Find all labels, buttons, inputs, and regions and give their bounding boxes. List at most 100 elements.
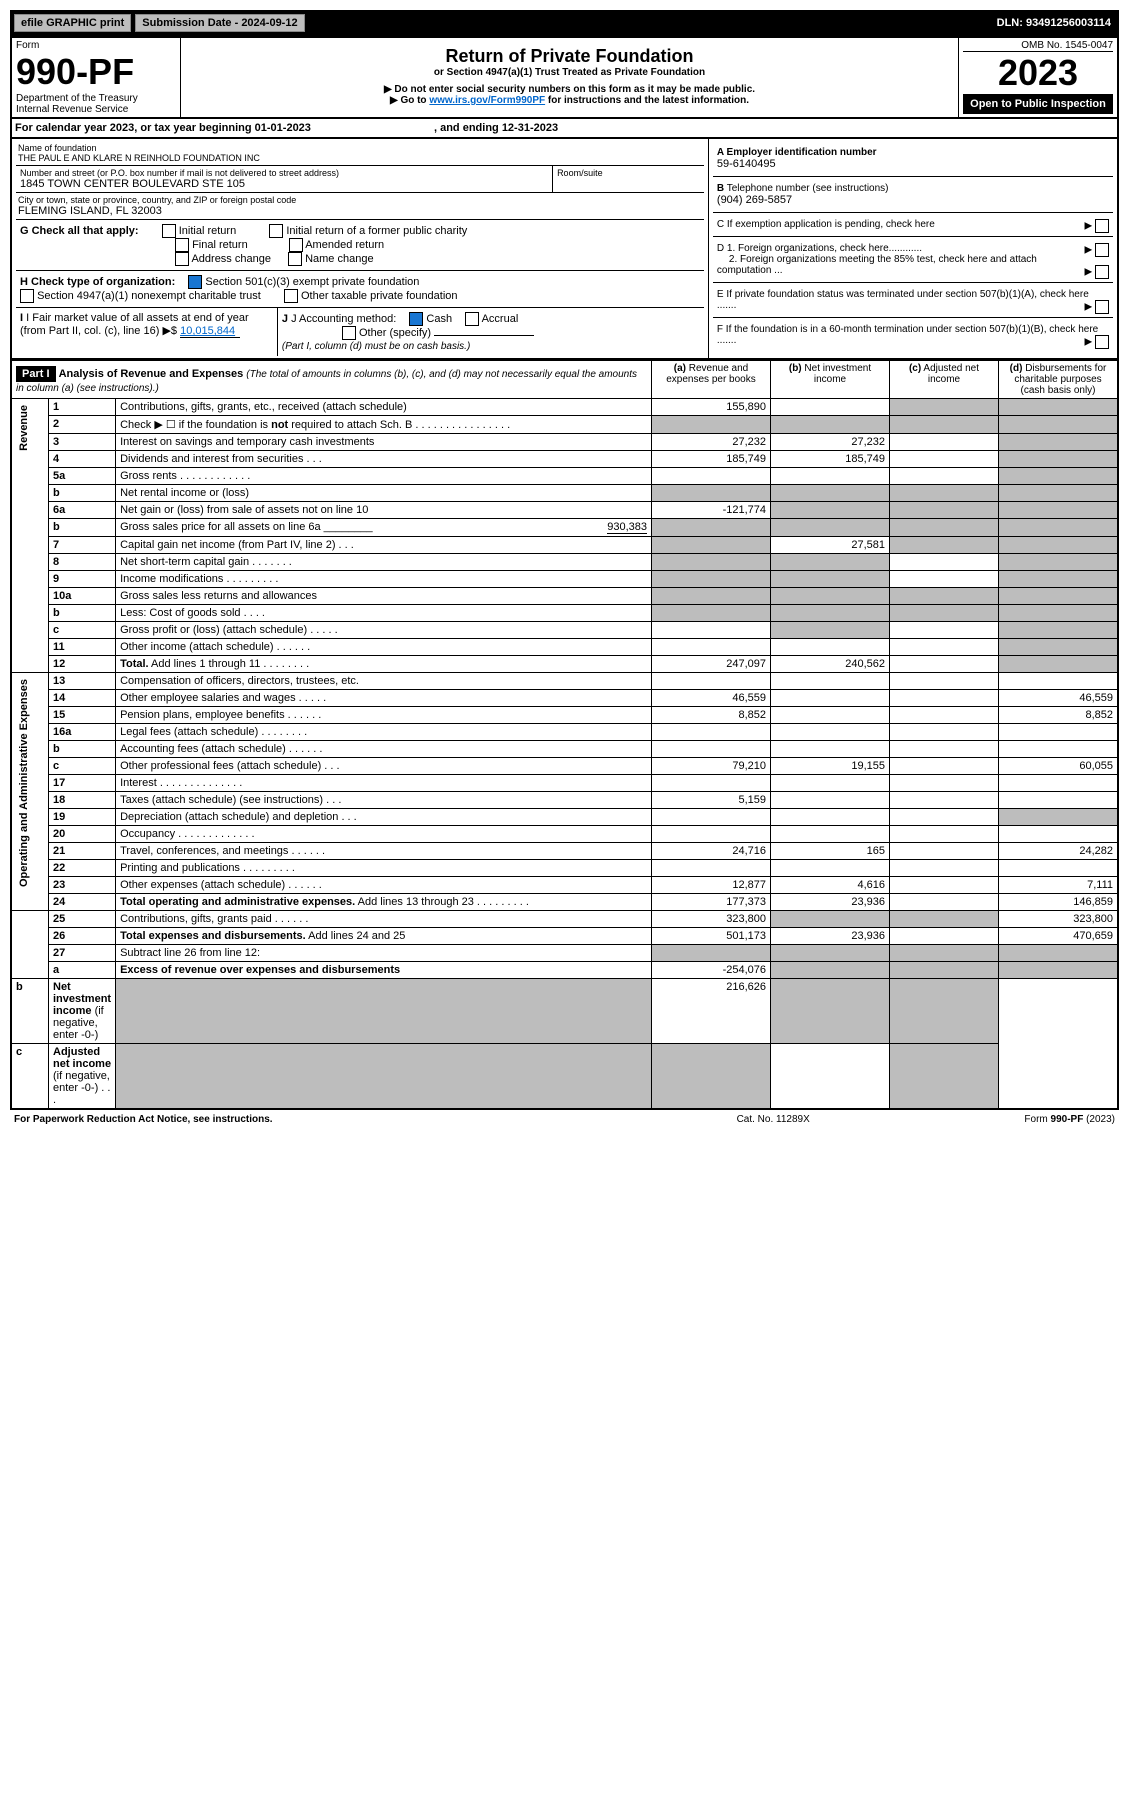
table-row: 18Taxes (attach schedule) (see instructi… [11,792,1118,809]
table-row: 4Dividends and interest from securities … [11,451,1118,468]
table-row: 5aGross rents . . . . . . . . . . . . [11,468,1118,485]
table-row: bAccounting fees (attach schedule) . . .… [11,741,1118,758]
c-check[interactable] [1095,219,1109,233]
d2-check[interactable] [1095,265,1109,279]
h-label: H Check type of organization: [20,276,175,288]
table-row: bNet rental income or (loss) [11,485,1118,502]
table-row: 20Occupancy . . . . . . . . . . . . . [11,826,1118,843]
j-cash-check[interactable] [409,312,423,326]
g-name-check[interactable] [288,252,302,266]
dept: Department of the Treasury [16,93,176,104]
table-row: 23Other expenses (attach schedule) . . .… [11,877,1118,894]
table-row: bGross sales price for all assets on lin… [11,519,1118,537]
h-other-check[interactable] [284,289,298,303]
table-row: 26Total expenses and disbursements. Add … [11,928,1118,945]
d2-label: 2. Foreign organizations meeting the 85%… [717,254,1037,276]
table-row: 2Check ▶ ☐ if the foundation is not requ… [11,416,1118,434]
table-row: cOther professional fees (attach schedul… [11,758,1118,775]
h-501c3-check[interactable] [188,275,202,289]
table-row: 8Net short-term capital gain . . . . . .… [11,554,1118,571]
phone-label: Telephone number (see instructions) [727,183,889,194]
table-row: 27Subtract line 26 from line 12: [11,945,1118,962]
table-row: 14Other employee salaries and wages . . … [11,690,1118,707]
tax-year: 2023 [963,52,1113,94]
ein: 59-6140495 [717,158,1109,170]
table-row: 3Interest on savings and temporary cash … [11,434,1118,451]
ein-label: A Employer identification number [717,147,1109,158]
form-number: 990-PF [16,51,176,93]
d1-check[interactable] [1095,243,1109,257]
table-row: 25Contributions, gifts, grants paid . . … [11,911,1118,928]
table-row: 22Printing and publications . . . . . . … [11,860,1118,877]
j-note: (Part I, column (d) must be on cash basi… [282,341,470,352]
table-row: 24Total operating and administrative exp… [11,894,1118,911]
note2: ▶ Go to www.irs.gov/Form990PF for instru… [185,95,954,106]
footer-right: Form 990-PF (2023) [874,1112,1119,1127]
f-label: F If the foundation is in a 60-month ter… [717,324,1098,346]
room-label: Room/suite [553,166,704,193]
entity-block: Name of foundation THE PAUL E AND KLARE … [10,139,1119,360]
table-row: 16aLegal fees (attach schedule) . . . . … [11,724,1118,741]
note1: ▶ Do not enter social security numbers o… [185,84,954,95]
g-initial-check[interactable] [162,224,176,238]
table-row: 6aNet gain or (loss) from sale of assets… [11,502,1118,519]
city: FLEMING ISLAND, FL 32003 [18,205,702,217]
table-row: 7Capital gain net income (from Part IV, … [11,537,1118,554]
table-row: 10aGross sales less returns and allowanc… [11,588,1118,605]
dln: DLN: 93491256003114 [991,15,1117,31]
part1-label: Part I [16,366,56,382]
table-row: 11Other income (attach schedule) . . . .… [11,639,1118,656]
open-inspection: Open to Public Inspection [963,94,1113,114]
table-row: 12Total. Add lines 1 through 11 . . . . … [11,656,1118,673]
table-row: 17Interest . . . . . . . . . . . . . . [11,775,1118,792]
g-former-check[interactable] [269,224,283,238]
e-label: E If private foundation status was termi… [717,289,1089,311]
g-label: G Check all that apply: [20,225,139,237]
e-check[interactable] [1095,300,1109,314]
table-row: bNet investment income (if negative, ent… [11,979,1118,1044]
j-other-check[interactable] [342,326,356,340]
g-amended-check[interactable] [289,238,303,252]
name-label: Name of foundation [18,143,702,153]
footer-mid: Cat. No. 11289X [672,1112,874,1127]
irs: Internal Revenue Service [16,104,176,115]
omb: OMB No. 1545-0047 [963,40,1113,52]
footer-left: For Paperwork Reduction Act Notice, see … [10,1112,672,1127]
f-check[interactable] [1095,335,1109,349]
address: 1845 TOWN CENTER BOULEVARD STE 105 [20,178,548,190]
table-row: bLess: Cost of goods sold . . . . [11,605,1118,622]
form-subtitle: or Section 4947(a)(1) Trust Treated as P… [185,67,954,78]
table-row: cGross profit or (loss) (attach schedule… [11,622,1118,639]
part1-table: Part I Analysis of Revenue and Expenses … [10,360,1119,1110]
form-header: Form 990-PF Department of the Treasury I… [10,36,1119,119]
form-title: Return of Private Foundation [185,46,954,67]
j-accrual-check[interactable] [465,312,479,326]
form-label: Form [16,40,176,51]
d1-label: D 1. Foreign organizations, check here..… [717,243,922,254]
c-label: C If exemption application is pending, c… [717,219,935,230]
top-bar: efile GRAPHIC print Submission Date - 20… [10,10,1119,36]
table-row: Revenue1Contributions, gifts, grants, et… [11,399,1118,416]
table-row: aExcess of revenue over expenses and dis… [11,962,1118,979]
foundation-name: THE PAUL E AND KLARE N REINHOLD FOUNDATI… [18,153,702,163]
table-row: 21Travel, conferences, and meetings . . … [11,843,1118,860]
table-row: 15Pension plans, employee benefits . . .… [11,707,1118,724]
table-row: cAdjusted net income (if negative, enter… [11,1044,1118,1110]
j-label: J Accounting method: [291,313,396,325]
fmv-value[interactable]: 10,015,844 [180,325,240,338]
efile-button[interactable]: efile GRAPHIC print [14,14,131,32]
g-final-check[interactable] [175,238,189,252]
form-link[interactable]: www.irs.gov/Form990PF [429,95,545,106]
city-label: City or town, state or province, country… [18,195,702,205]
table-row: Operating and Administrative Expenses13C… [11,673,1118,690]
table-row: 19Depreciation (attach schedule) and dep… [11,809,1118,826]
table-row: 9Income modifications . . . . . . . . . [11,571,1118,588]
tax-year-line: For calendar year 2023, or tax year begi… [10,119,1119,139]
h-4947-check[interactable] [20,289,34,303]
part1-title: Analysis of Revenue and Expenses [59,368,244,380]
submission-date: Submission Date - 2024-09-12 [135,14,304,32]
footer: For Paperwork Reduction Act Notice, see … [10,1112,1119,1127]
g-address-check[interactable] [175,252,189,266]
addr-label: Number and street (or P.O. box number if… [20,168,548,178]
phone: (904) 269-5857 [717,194,1109,206]
